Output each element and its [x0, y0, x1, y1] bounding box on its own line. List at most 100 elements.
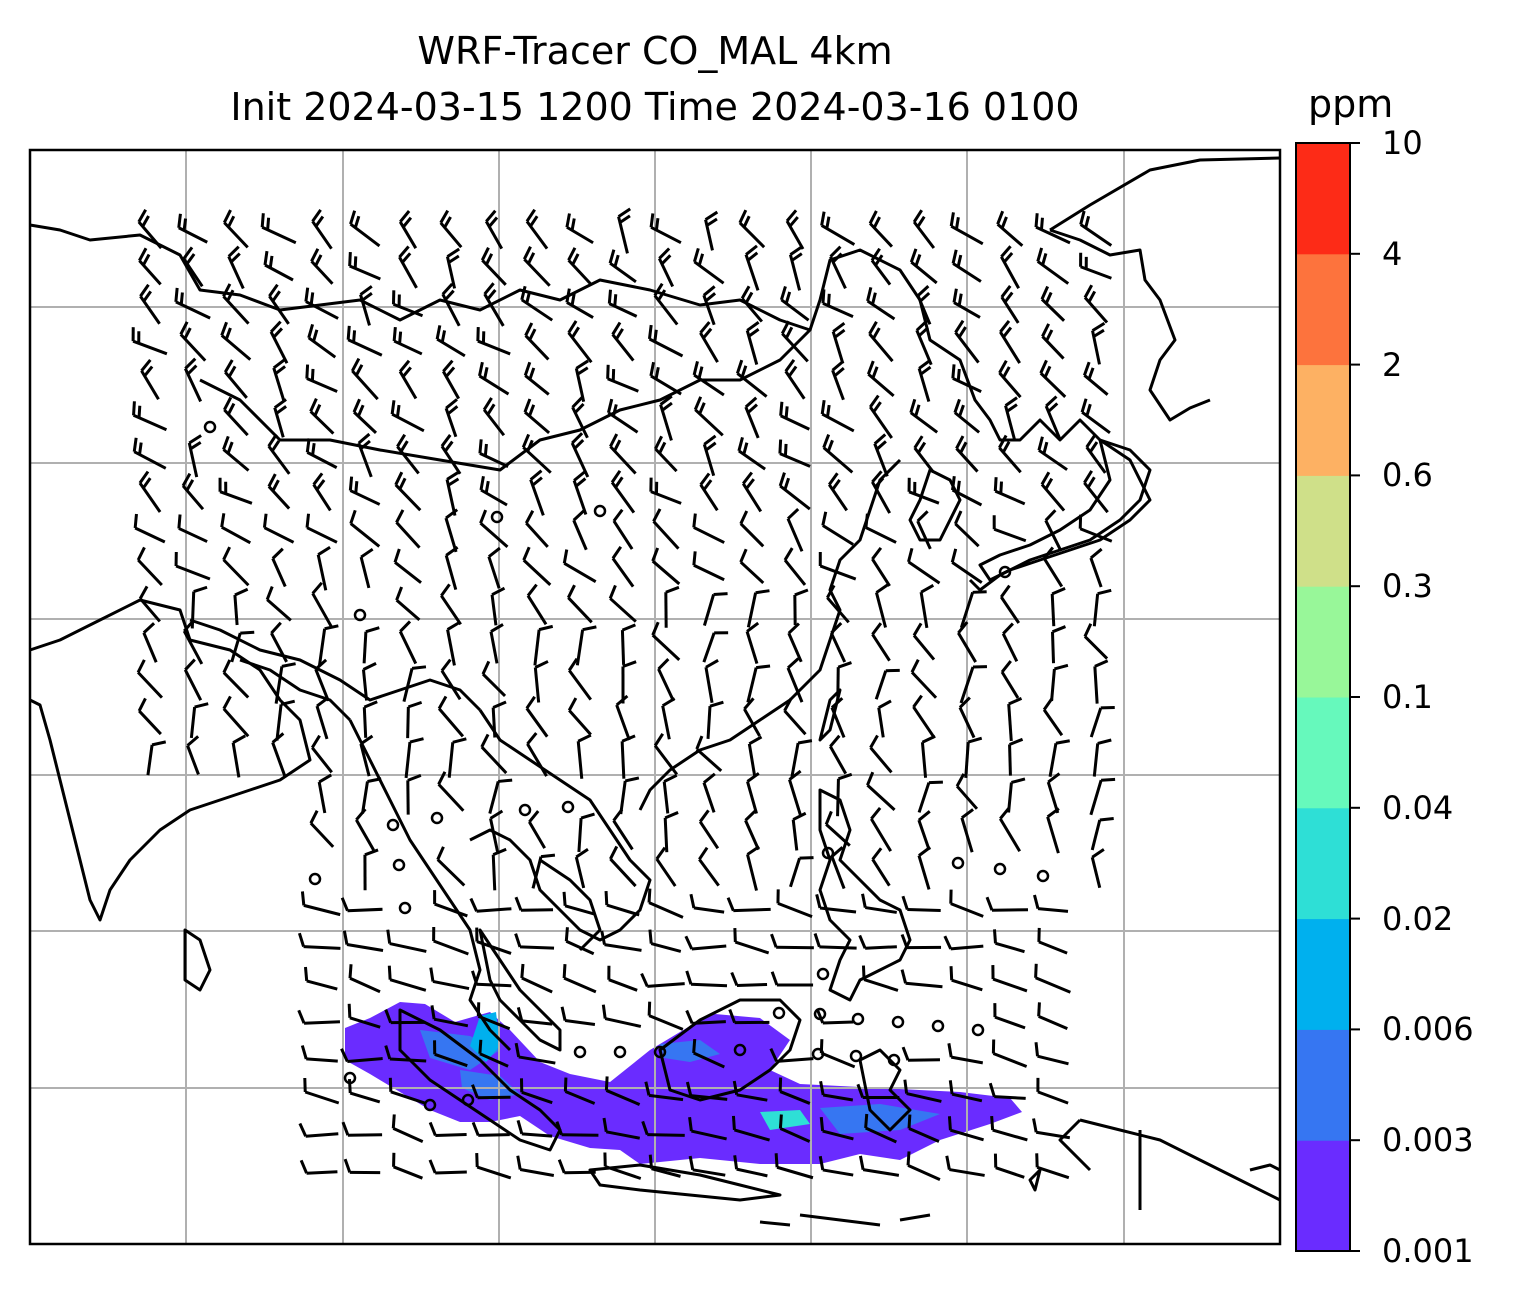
wind-barb-shaft: [389, 942, 427, 953]
wind-barb-shaft: [1035, 976, 1071, 994]
wind-barb-shaft: [1089, 779, 1103, 816]
wind-barb-flag: [692, 513, 697, 528]
wind-barb-flag: [142, 477, 152, 489]
wind-barb-flag: [698, 809, 710, 823]
wind-barb-shaft: [519, 945, 555, 950]
wind-barb-flag: [947, 1043, 953, 1058]
wind-barb-flag: [988, 1082, 996, 1098]
calm-wind-marker: [386, 818, 400, 832]
wind-barb-shaft: [819, 945, 857, 950]
wind-barb-shaft: [825, 823, 851, 847]
wind-barb-shaft: [437, 707, 465, 738]
wind-barb-flag: [395, 404, 401, 418]
wind-barb-flag: [868, 210, 878, 225]
wind-barb-flag: [748, 735, 763, 746]
wind-barb-flag: [606, 398, 614, 414]
wind-barb-flag: [309, 398, 318, 413]
calm-wind-marker: [951, 856, 965, 870]
wind-barb-flag: [1044, 509, 1057, 522]
wind-barb-shaft: [1092, 743, 1100, 777]
wind-barb-shaft: [477, 1095, 511, 1100]
wind-barb-shaft: [954, 522, 980, 548]
colorbar-tick-label: 0.1: [1382, 678, 1433, 716]
wind-barb-flag: [786, 507, 800, 520]
wind-barb-shaft: [606, 903, 640, 917]
wind-barb-flag: [395, 509, 405, 524]
wind-barb-flag: [446, 247, 461, 258]
wind-barb-shaft: [567, 331, 593, 364]
wind-barb-flag: [359, 285, 373, 296]
wind-barb-flag: [446, 621, 461, 631]
wind-barb-flag: [726, 897, 735, 912]
colorbar-segment: [1296, 253, 1350, 366]
wind-barb-shaft: [874, 670, 888, 700]
wind-barb-flag: [786, 657, 800, 669]
wind-barb-shaft: [575, 629, 585, 666]
wind-barb-flag: [409, 737, 424, 744]
wind-barb-flag: [260, 213, 265, 228]
wind-barb-shaft: [653, 294, 679, 326]
wind-barb-shaft: [175, 300, 211, 320]
wind-barb-flag: [1097, 588, 1112, 596]
wind-barb-shaft: [433, 939, 469, 956]
wind-barb-flag: [222, 695, 232, 710]
wind-barb-flag: [1003, 252, 1014, 264]
wind-barb-flag: [267, 433, 278, 447]
wind-barb-shaft: [950, 1055, 984, 1065]
wind-barb-flag: [1000, 245, 1012, 258]
wind-barb-shaft: [533, 629, 541, 666]
wind-barb-flag: [526, 732, 538, 745]
wind-barb-flag: [349, 509, 357, 525]
wind-barb-flag: [1083, 623, 1093, 638]
wind-barb-flag: [396, 433, 406, 448]
wind-barb-flag: [1002, 326, 1013, 338]
wind-barb-shaft: [446, 629, 456, 666]
wind-barb-shaft: [1042, 557, 1064, 588]
wind-barb-shaft: [444, 554, 458, 591]
wind-barb-flag: [870, 247, 881, 262]
wind-barb-flag: [685, 1009, 694, 1024]
wind-barb-flag: [132, 401, 136, 416]
wind-barb-shaft: [693, 260, 725, 285]
wind-barb-flag: [137, 208, 147, 223]
wind-barb-flag: [312, 329, 319, 342]
wind-barb-shaft: [690, 1094, 728, 1101]
colorbar-tick-label: 2: [1382, 345, 1403, 384]
wind-barb-flag: [996, 210, 1005, 225]
wind-barb-flag: [266, 217, 271, 230]
wind-barb-shaft: [605, 1130, 641, 1140]
wind-barb-flag: [572, 509, 585, 522]
wind-barb-flag: [739, 548, 748, 563]
wind-barb-flag: [742, 471, 753, 485]
wind-barb-shaft: [317, 781, 327, 814]
wind-barb-shaft: [1037, 1054, 1069, 1066]
wind-barb-shaft: [134, 526, 166, 544]
wind-barb-shaft: [564, 1019, 596, 1026]
wind-barb-flag: [354, 481, 359, 494]
wind-barb-flag: [955, 435, 965, 450]
wind-barb-shaft: [865, 945, 897, 950]
wind-barb-shaft: [435, 1133, 467, 1137]
wind-barb-flag: [866, 287, 873, 302]
wind-barb-flag: [830, 697, 844, 709]
colorbar-unit-label: ppm: [1308, 82, 1394, 126]
wind-barb-flag: [227, 365, 237, 378]
wind-barb-flag: [298, 1122, 308, 1137]
wind-barb-flag: [737, 436, 744, 452]
calm-wind-marker: [816, 967, 830, 981]
wind-barb-flag: [483, 367, 489, 380]
wind-barb-flag: [820, 400, 826, 415]
wind-barb-shaft: [915, 329, 933, 366]
wind-barb-flag: [610, 469, 622, 484]
wind-barb-shaft: [480, 745, 508, 775]
wind-barb-flag: [615, 328, 624, 340]
map-frame: [28, 148, 1282, 1246]
wind-barb-shaft: [311, 592, 333, 628]
wind-barb-flag: [280, 699, 296, 706]
wind-barb-flag: [871, 470, 883, 483]
wind-barb-shaft: [746, 781, 758, 814]
wind-barb-flag: [819, 1080, 825, 1096]
wind-barb-flag: [652, 508, 662, 523]
wind-barb-flag: [783, 697, 793, 712]
wind-barb-flag: [490, 623, 504, 633]
